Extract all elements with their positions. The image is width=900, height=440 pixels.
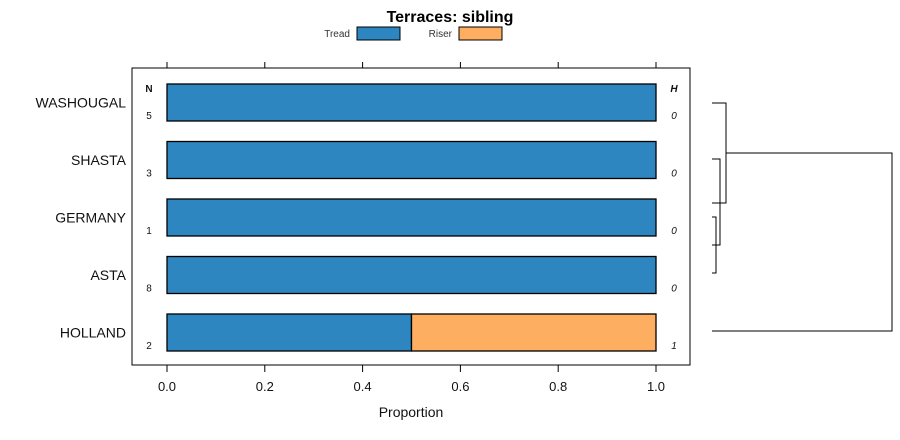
x-tick-label: 0.8 — [549, 379, 567, 394]
dendro-branch-germany-asta — [712, 216, 717, 274]
legend-label-riser: Riser — [429, 29, 453, 40]
x-axis: 0.0 0.2 0.4 0.6 0.8 1.0 — [158, 62, 665, 394]
plot-frame — [131, 67, 691, 366]
n-value-germany: 1 — [146, 226, 152, 237]
x-tick-label: 0.2 — [256, 379, 274, 394]
category-label-washougal: WASHOUGAL — [36, 95, 127, 111]
category-label-asta: ASTA — [90, 267, 126, 283]
x-tick-label: 1.0 — [647, 379, 665, 394]
legend-label-tread: Tread — [324, 29, 350, 40]
h-value-germany: 0 — [671, 226, 677, 237]
category-label-holland: HOLLAND — [60, 325, 126, 341]
x-axis-label: Proportion — [379, 404, 444, 420]
bar-holland-tread — [166, 313, 413, 352]
bars: WASHOUGAL 5 0 SHASTA 3 0 GERMANY 1 0 ASTA 8 0 HOLLAN… — [36, 83, 677, 352]
bar-shasta-tread — [166, 140, 657, 180]
chart-title: Terraces: sibling — [387, 9, 514, 26]
h-value-washougal: 0 — [671, 111, 677, 122]
dendro-branch-washougal — [712, 102, 727, 204]
legend: Tread Riser — [324, 26, 503, 41]
legend-swatch-riser — [458, 26, 503, 41]
bar-germany-tread — [166, 198, 657, 237]
x-tick-label: 0.4 — [354, 379, 372, 394]
dendrogram — [712, 102, 893, 332]
category-label-germany: GERMANY — [55, 210, 126, 226]
n-value-holland: 2 — [146, 341, 152, 352]
n-value-washougal: 5 — [146, 111, 152, 122]
category-label-shasta: SHASTA — [71, 152, 127, 168]
h-header: H — [670, 84, 678, 95]
bar-holland-riser — [410, 313, 657, 352]
x-tick-label: 0.6 — [451, 379, 469, 394]
h-value-shasta: 0 — [671, 169, 677, 180]
n-header: N — [145, 84, 152, 95]
bar-asta-tread — [166, 255, 657, 295]
legend-swatch-tread — [356, 26, 401, 41]
h-value-holland: 1 — [671, 341, 677, 352]
dendro-branch-root — [712, 152, 893, 332]
x-tick-label: 0.0 — [158, 379, 176, 394]
bar-washougal-tread — [166, 83, 657, 122]
h-value-asta: 0 — [671, 284, 677, 295]
n-value-shasta: 3 — [146, 169, 152, 180]
n-value-asta: 8 — [146, 284, 152, 295]
